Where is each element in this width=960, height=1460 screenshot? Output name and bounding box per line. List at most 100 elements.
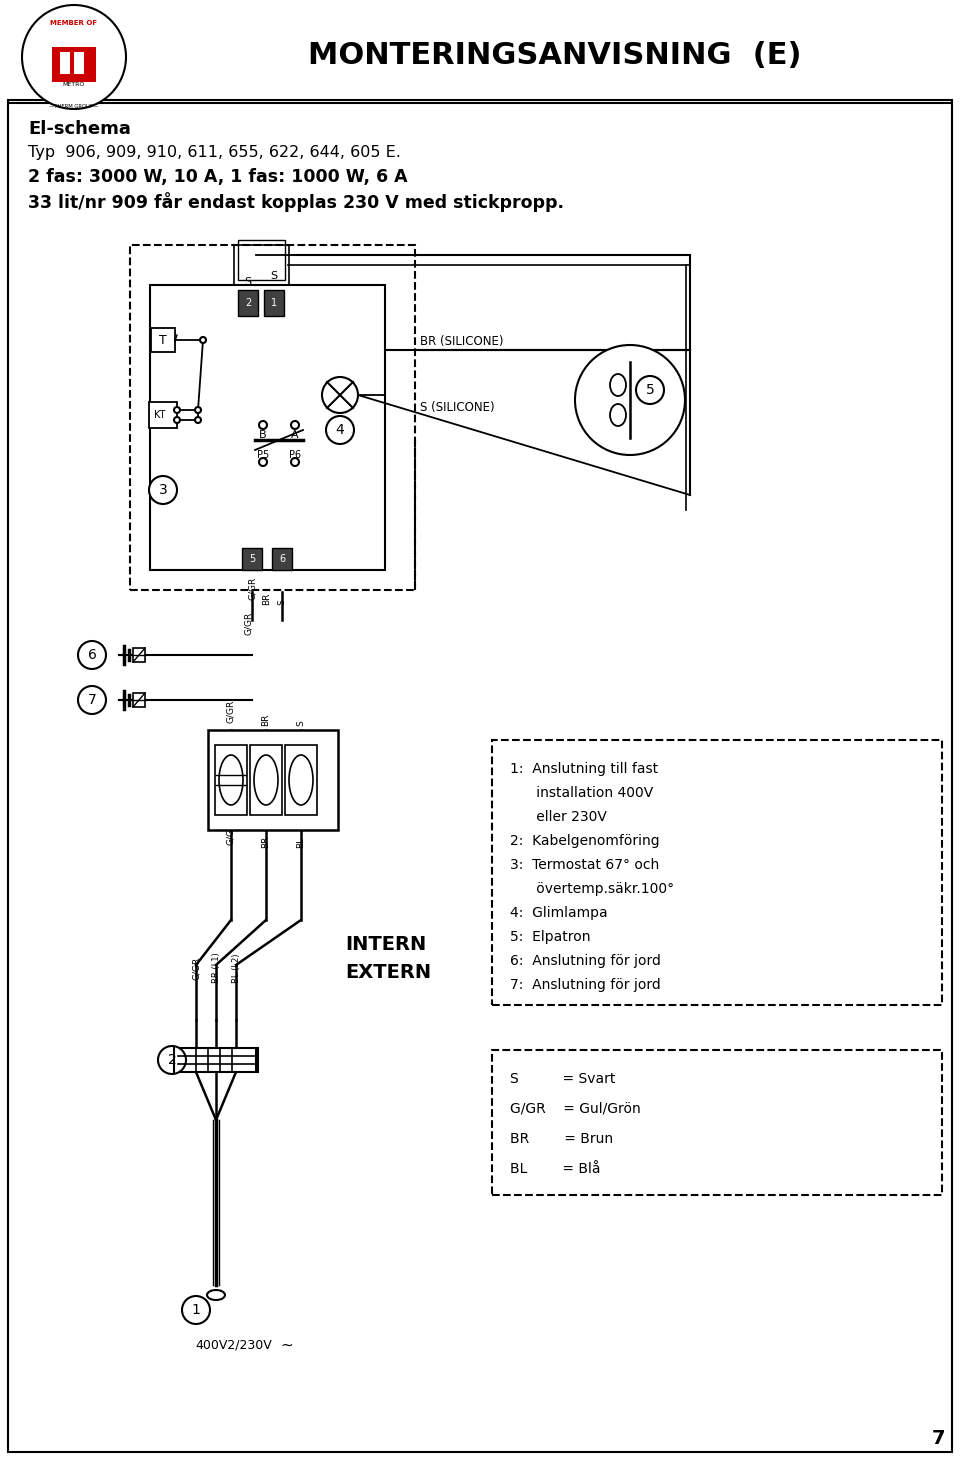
Text: 1: 1 <box>192 1302 201 1317</box>
Bar <box>238 291 258 315</box>
Text: G/GR: G/GR <box>191 956 201 980</box>
Circle shape <box>182 1296 210 1324</box>
Text: 4:  Glimlampa: 4: Glimlampa <box>510 907 608 920</box>
Text: 7:  Anslutning för jord: 7: Anslutning för jord <box>510 978 660 991</box>
Circle shape <box>322 377 358 413</box>
Text: 7: 7 <box>87 694 96 707</box>
Text: METRO: METRO <box>62 82 85 86</box>
Bar <box>133 648 145 661</box>
Text: installation 400V: installation 400V <box>510 785 653 800</box>
Bar <box>52 39 96 47</box>
Bar <box>208 730 338 829</box>
Text: 400V2/230V: 400V2/230V <box>195 1339 272 1352</box>
Text: 4: 4 <box>336 423 345 437</box>
Text: övertemp.säkr.100°: övertemp.säkr.100° <box>510 882 674 896</box>
Text: BL (L2): BL (L2) <box>231 953 241 983</box>
Text: BR (L1): BR (L1) <box>211 952 221 983</box>
Text: BR: BR <box>261 714 271 726</box>
Text: G/GR: G/GR <box>227 699 235 723</box>
Bar <box>52 47 96 55</box>
Bar <box>250 745 282 815</box>
Text: MONTERINGSANVISNING  (E): MONTERINGSANVISNING (E) <box>308 41 802 70</box>
Text: A: A <box>291 431 299 439</box>
Text: INTERN: INTERN <box>345 934 426 953</box>
Circle shape <box>259 420 267 429</box>
Bar <box>285 745 317 815</box>
Bar <box>130 245 415 590</box>
Text: S: S <box>271 272 277 280</box>
Text: 6: 6 <box>279 553 285 564</box>
Text: BL        = Blå: BL = Blå <box>510 1162 601 1175</box>
Bar <box>176 1048 256 1072</box>
Bar <box>234 245 289 285</box>
Bar <box>74 53 84 74</box>
Text: 2: 2 <box>245 298 252 308</box>
Text: S          = Svart: S = Svart <box>510 1072 615 1086</box>
Text: MEMBER OF: MEMBER OF <box>51 20 98 26</box>
Text: BR: BR <box>262 593 272 604</box>
Circle shape <box>326 416 354 444</box>
Bar <box>149 402 177 428</box>
Text: T: T <box>159 333 167 346</box>
Circle shape <box>195 418 201 423</box>
Bar <box>60 53 70 74</box>
Text: G/GR: G/GR <box>227 822 235 845</box>
Text: 6:  Anslutning för jord: 6: Anslutning för jord <box>510 953 660 968</box>
Text: P5: P5 <box>257 450 269 460</box>
Circle shape <box>259 458 267 466</box>
Text: 1:  Anslutning till fast: 1: Anslutning till fast <box>510 762 659 777</box>
Text: ∼: ∼ <box>280 1337 293 1352</box>
Text: Typ  906, 909, 910, 611, 655, 622, 644, 605 E.: Typ 906, 909, 910, 611, 655, 622, 644, 6… <box>28 145 401 161</box>
Circle shape <box>636 377 664 404</box>
Text: BR: BR <box>261 835 271 848</box>
Text: BR (SILICONE): BR (SILICONE) <box>420 336 503 349</box>
Text: G/GR: G/GR <box>248 577 256 600</box>
Bar <box>150 285 385 569</box>
Bar <box>215 745 247 815</box>
Text: S: S <box>277 599 286 604</box>
Bar <box>264 291 284 315</box>
Circle shape <box>78 641 106 669</box>
Text: S: S <box>297 720 305 726</box>
Text: 2: 2 <box>168 1053 177 1067</box>
Circle shape <box>158 1045 186 1075</box>
Circle shape <box>291 420 299 429</box>
Text: BR        = Brun: BR = Brun <box>510 1132 613 1146</box>
Bar <box>52 50 96 82</box>
Circle shape <box>200 337 206 343</box>
Bar <box>133 694 145 707</box>
Circle shape <box>195 407 201 413</box>
Circle shape <box>149 476 177 504</box>
Text: S: S <box>245 277 252 288</box>
Circle shape <box>174 418 180 423</box>
Text: G/GR: G/GR <box>244 612 252 635</box>
Circle shape <box>174 407 180 413</box>
Circle shape <box>78 686 106 714</box>
Text: B: B <box>259 431 267 439</box>
Text: El-schema: El-schema <box>28 120 131 139</box>
Text: G/GR    = Gul/Grön: G/GR = Gul/Grön <box>510 1102 640 1115</box>
Text: P6: P6 <box>289 450 301 460</box>
Text: KT: KT <box>155 410 166 420</box>
Circle shape <box>575 345 685 456</box>
Text: eller 230V: eller 230V <box>510 810 607 823</box>
Text: 3:  Termostat 67° och: 3: Termostat 67° och <box>510 858 660 872</box>
Bar <box>238 239 285 280</box>
Text: 1: 1 <box>271 298 277 308</box>
Text: 5: 5 <box>249 553 255 564</box>
Text: 5:  Elpatron: 5: Elpatron <box>510 930 590 945</box>
Text: 6: 6 <box>87 648 96 661</box>
Text: EXTERN: EXTERN <box>345 964 431 983</box>
Ellipse shape <box>207 1291 225 1299</box>
Text: S (SILICONE): S (SILICONE) <box>420 402 494 415</box>
Bar <box>151 328 175 352</box>
Bar <box>272 548 292 569</box>
Bar <box>242 548 262 569</box>
Text: 7: 7 <box>931 1429 945 1448</box>
Text: —THERM GROUP—: —THERM GROUP— <box>49 105 99 110</box>
Text: 5: 5 <box>646 383 655 397</box>
Text: 33 lit/nr 909 får endast kopplas 230 V med stickpropp.: 33 lit/nr 909 får endast kopplas 230 V m… <box>28 193 564 212</box>
Circle shape <box>291 458 299 466</box>
Text: 2:  Kabelgenomföring: 2: Kabelgenomföring <box>510 834 660 848</box>
Text: BL: BL <box>297 837 305 848</box>
